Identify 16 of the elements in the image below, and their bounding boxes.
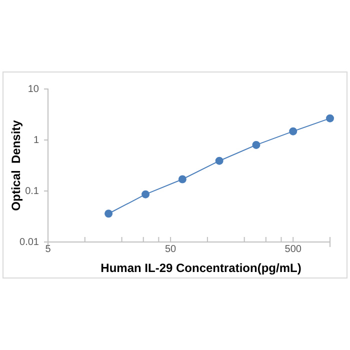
y-tick-label: 0.1 — [25, 186, 40, 198]
point — [104, 210, 113, 218]
y-axis-title: Optical Density — [9, 120, 23, 211]
point — [326, 114, 334, 122]
y-tick-label: 0.01 — [20, 237, 40, 248]
point — [252, 140, 260, 149]
point — [142, 190, 150, 198]
x-tick-label: 5 — [45, 244, 52, 255]
x-tick-label: 500 — [284, 244, 302, 255]
point — [215, 156, 224, 165]
y-tick-label: 10 — [28, 84, 40, 96]
y-tick-label: 1 — [33, 135, 40, 146]
point — [178, 175, 186, 184]
point — [289, 127, 298, 136]
x-axis-title: Human IL-29 Concentration(pg/mL) — [100, 261, 302, 275]
x-tick-label: 50 — [164, 244, 177, 255]
